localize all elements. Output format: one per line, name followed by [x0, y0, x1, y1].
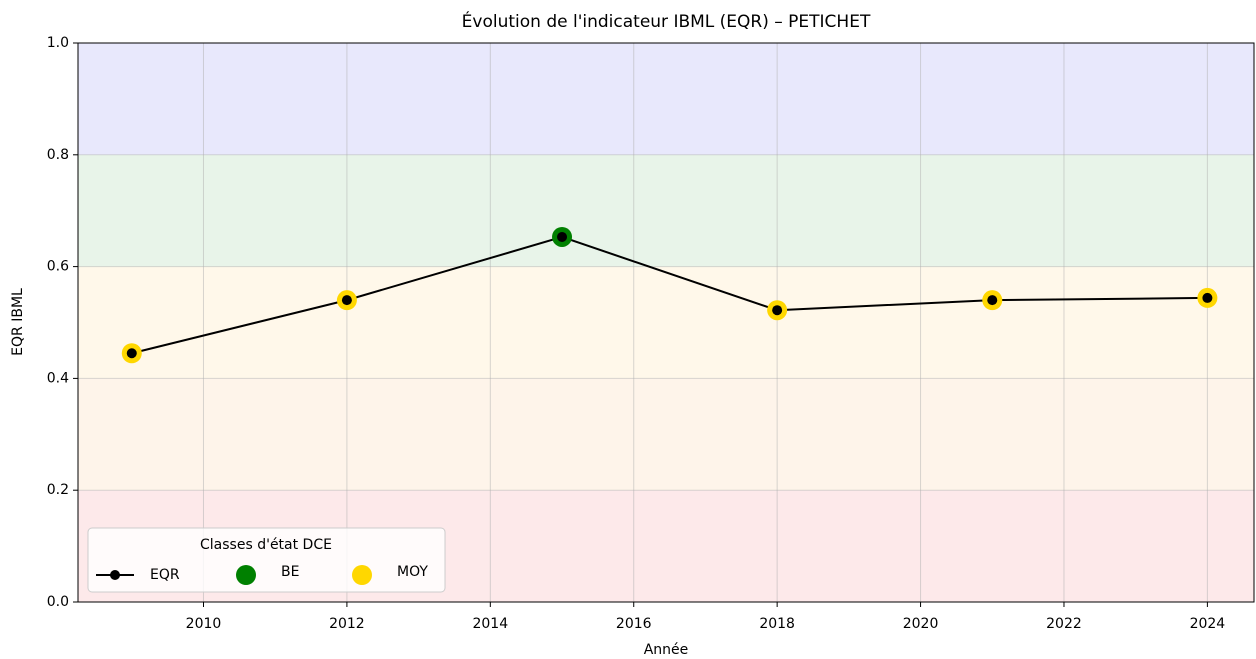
- x-tick-label: 2014: [472, 616, 508, 632]
- legend-label: EQR: [150, 567, 180, 583]
- chart-title: Évolution de l'indicateur IBML (EQR) – P…: [462, 10, 871, 32]
- data-point: [987, 295, 998, 306]
- data-point: [772, 305, 783, 316]
- y-tick-label: 1.0: [47, 35, 69, 51]
- x-tick-label: 2024: [1190, 616, 1226, 632]
- legend-dot: [110, 570, 120, 580]
- data-point: [126, 348, 137, 359]
- legend-dot: [352, 565, 372, 585]
- x-tick-label: 2018: [759, 616, 795, 632]
- data-line: [131, 235, 1208, 355]
- y-tick-label: 0.0: [47, 594, 69, 610]
- legend-title: Classes d'état DCE: [200, 537, 332, 553]
- x-tick-label: 2010: [186, 616, 222, 632]
- x-tick-label: 2022: [1046, 616, 1082, 632]
- class-band: [78, 378, 1254, 491]
- x-tick-label: 2012: [329, 616, 365, 632]
- data-point: [341, 295, 352, 306]
- data-point: [557, 231, 568, 242]
- y-tick-label: 0.6: [47, 259, 69, 275]
- x-axis-label: Année: [644, 642, 689, 658]
- x-tick-label: 2020: [903, 616, 939, 632]
- class-band: [78, 266, 1254, 379]
- y-tick-label: 0.8: [47, 147, 69, 163]
- x-tick-label: 2016: [616, 616, 652, 632]
- class-band: [78, 154, 1254, 267]
- legend-label: BE: [281, 564, 299, 580]
- plot-frame: [77, 42, 1255, 603]
- y-tick-label: 0.2: [47, 482, 69, 498]
- legend-dot: [236, 565, 256, 585]
- y-tick-label: 0.4: [47, 370, 69, 386]
- data-point: [1202, 292, 1213, 303]
- class-band: [78, 43, 1254, 155]
- legend-label: MOY: [397, 564, 428, 580]
- y-axis-label: EQR IBML: [10, 288, 26, 356]
